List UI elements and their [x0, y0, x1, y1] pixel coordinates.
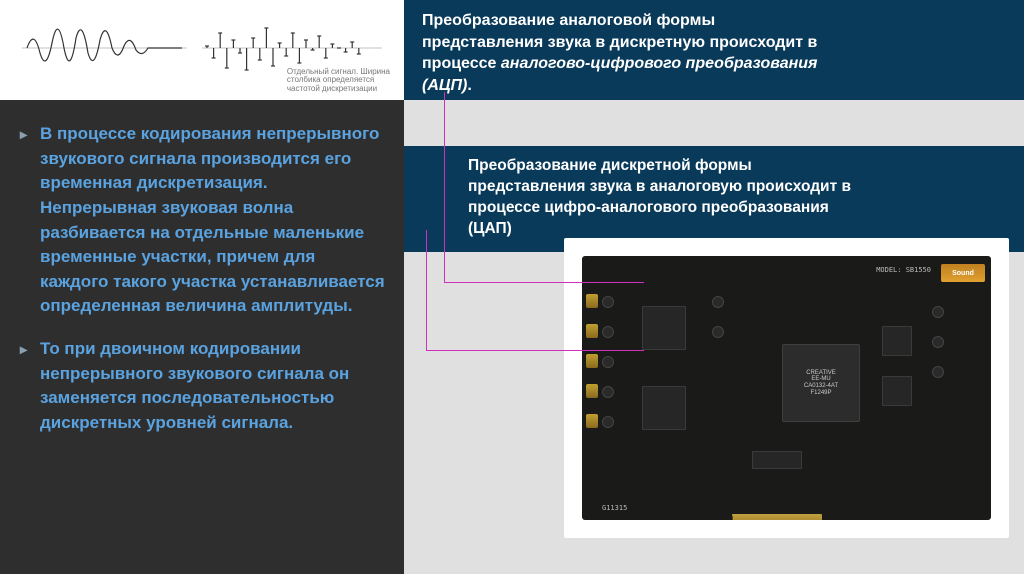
adc-text-line: представления звука в дискретную происхо… — [422, 34, 817, 51]
adc-text-suffix: . — [467, 77, 471, 94]
capacitor — [602, 386, 614, 398]
adc-text-italic: аналогово-цифрового преобразования — [501, 55, 818, 72]
sidebar-bullet: В процессе кодирования непрерывного звук… — [24, 122, 386, 319]
capacitor — [712, 296, 724, 308]
sound-card-image: MODEL: SB1550 Sound CREATIVE EE-MU CA013… — [564, 238, 1009, 538]
brand-badge: Sound — [941, 264, 985, 282]
chip-text: CREATIVE — [806, 370, 836, 377]
sidebar-bullet: То при двоичном кодировании непрерывного… — [24, 337, 386, 436]
dac-text-line: (ЦАП) — [468, 220, 512, 237]
dac-panel: Преобразование дискретной формы представ… — [404, 146, 1024, 252]
capacitor — [602, 416, 614, 428]
audio-port — [586, 324, 598, 338]
audio-port — [586, 354, 598, 368]
pcie-connector — [732, 514, 822, 520]
capacitor — [712, 326, 724, 338]
connector-line — [426, 230, 427, 350]
capacitor — [932, 336, 944, 348]
capacitor — [932, 306, 944, 318]
capacitor — [602, 356, 614, 368]
main-chip: CREATIVE EE-MU CA0132-4AT F1249P — [782, 344, 860, 422]
sidebar-panel: В процессе кодирования непрерывного звук… — [0, 100, 404, 574]
small-chip — [752, 451, 802, 469]
chip-text: F1249P — [810, 390, 831, 397]
pcb: MODEL: SB1550 Sound CREATIVE EE-MU CA013… — [582, 256, 991, 520]
audio-port — [586, 384, 598, 398]
audio-port — [586, 294, 598, 308]
capacitor — [602, 326, 614, 338]
waveform-caption-line: частотой дискретизации — [287, 85, 390, 94]
dac-text-line: представления звука в аналоговую происхо… — [468, 178, 851, 195]
chip-text: EE-MU — [811, 376, 830, 383]
small-chip — [642, 386, 686, 430]
capacitor — [602, 296, 614, 308]
connector-line — [444, 282, 644, 283]
connector-line — [426, 350, 644, 351]
adc-text-line: Преобразование аналоговой формы — [422, 12, 715, 29]
chip-text: CA0132-4AT — [804, 383, 838, 390]
small-chip — [882, 326, 912, 356]
pcb-model-label: MODEL: SB1550 — [876, 266, 931, 274]
small-chip — [642, 306, 686, 350]
audio-port — [586, 414, 598, 428]
adc-text-prefix: процессе — [422, 55, 501, 72]
adc-header-panel: Преобразование аналоговой формы представ… — [404, 0, 1024, 100]
capacitor — [932, 366, 944, 378]
dac-text-line: Преобразование дискретной формы — [468, 157, 752, 174]
waveform-panel: Отдельный сигнал. Ширина столбика опреде… — [0, 0, 404, 100]
right-content-area: Преобразование дискретной формы представ… — [404, 100, 1024, 574]
waveform-caption: Отдельный сигнал. Ширина столбика опреде… — [287, 68, 390, 94]
dac-text-line: процессе цифро-аналогового преобразовани… — [468, 199, 829, 216]
pcb-bottom-label: G11315 — [602, 504, 627, 512]
connector-line — [444, 92, 445, 282]
small-chip — [882, 376, 912, 406]
